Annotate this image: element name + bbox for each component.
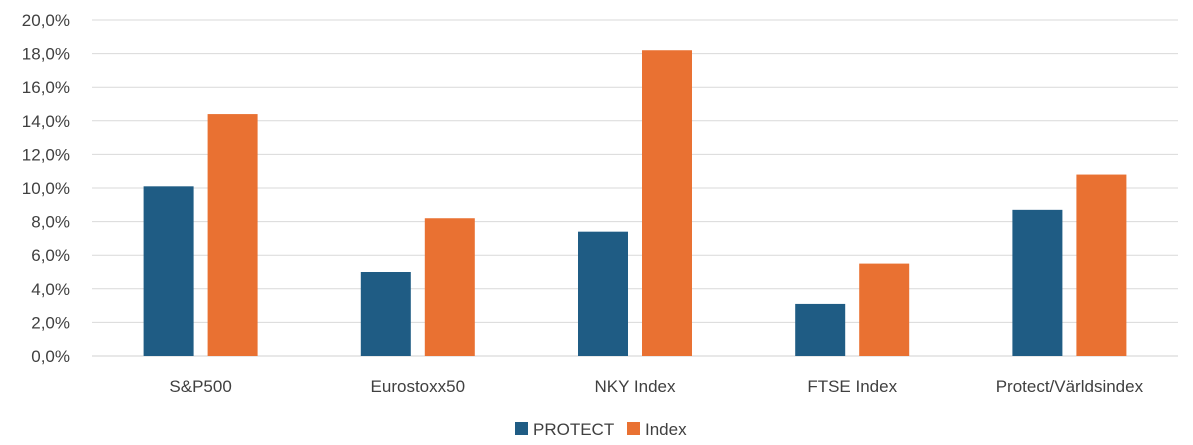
gridlines — [92, 19, 1178, 357]
legend-label-protect: PROTECT — [533, 420, 614, 439]
bar-protect-5 — [1012, 209, 1063, 356]
bar-protect-1 — [143, 186, 194, 356]
y-tick-label: 12,0% — [22, 145, 70, 164]
x-category-label: NKY Index — [595, 377, 676, 396]
y-tick-label: 14,0% — [22, 112, 70, 131]
x-category-label: S&P500 — [169, 377, 231, 396]
bar-index-5 — [1076, 174, 1127, 356]
bar-protect-2 — [360, 272, 411, 356]
y-tick-label: 6,0% — [31, 246, 70, 265]
bar-protect-3 — [578, 231, 628, 356]
bar-index-2 — [424, 218, 475, 356]
y-tick-label: 16,0% — [22, 78, 70, 97]
y-tick-label: 20,0% — [22, 11, 70, 30]
bar-index-1 — [207, 114, 258, 356]
y-tick-label: 2,0% — [31, 313, 70, 332]
y-tick-label: 4,0% — [31, 280, 70, 299]
legend-swatch-index — [627, 422, 640, 435]
bar-index-4 — [859, 263, 910, 356]
bar-protect-4 — [795, 303, 846, 356]
bars — [143, 50, 1127, 357]
legend-swatch-protect — [515, 422, 528, 435]
legend: PROTECT Index — [515, 420, 687, 439]
y-axis-ticks: 0,0% 2,0% 4,0% 6,0% 8,0% 10,0% 12,0% 14,0% 16,0%… — [22, 11, 70, 366]
y-tick-label: 10,0% — [22, 179, 70, 198]
y-tick-label: 18,0% — [22, 45, 70, 64]
x-axis-categories: S&P500 Eurostoxx50 NKY Index FTSE Index Prot… — [169, 377, 1143, 396]
y-tick-label: 8,0% — [31, 213, 70, 232]
x-category-label: FTSE Index — [807, 377, 897, 396]
legend-label-index: Index — [645, 420, 687, 439]
x-category-label: Protect/Världsindex — [996, 377, 1144, 396]
y-tick-label: 0,0% — [31, 347, 70, 366]
bar-index-3 — [642, 50, 692, 357]
x-category-label: Eurostoxx50 — [371, 377, 466, 396]
